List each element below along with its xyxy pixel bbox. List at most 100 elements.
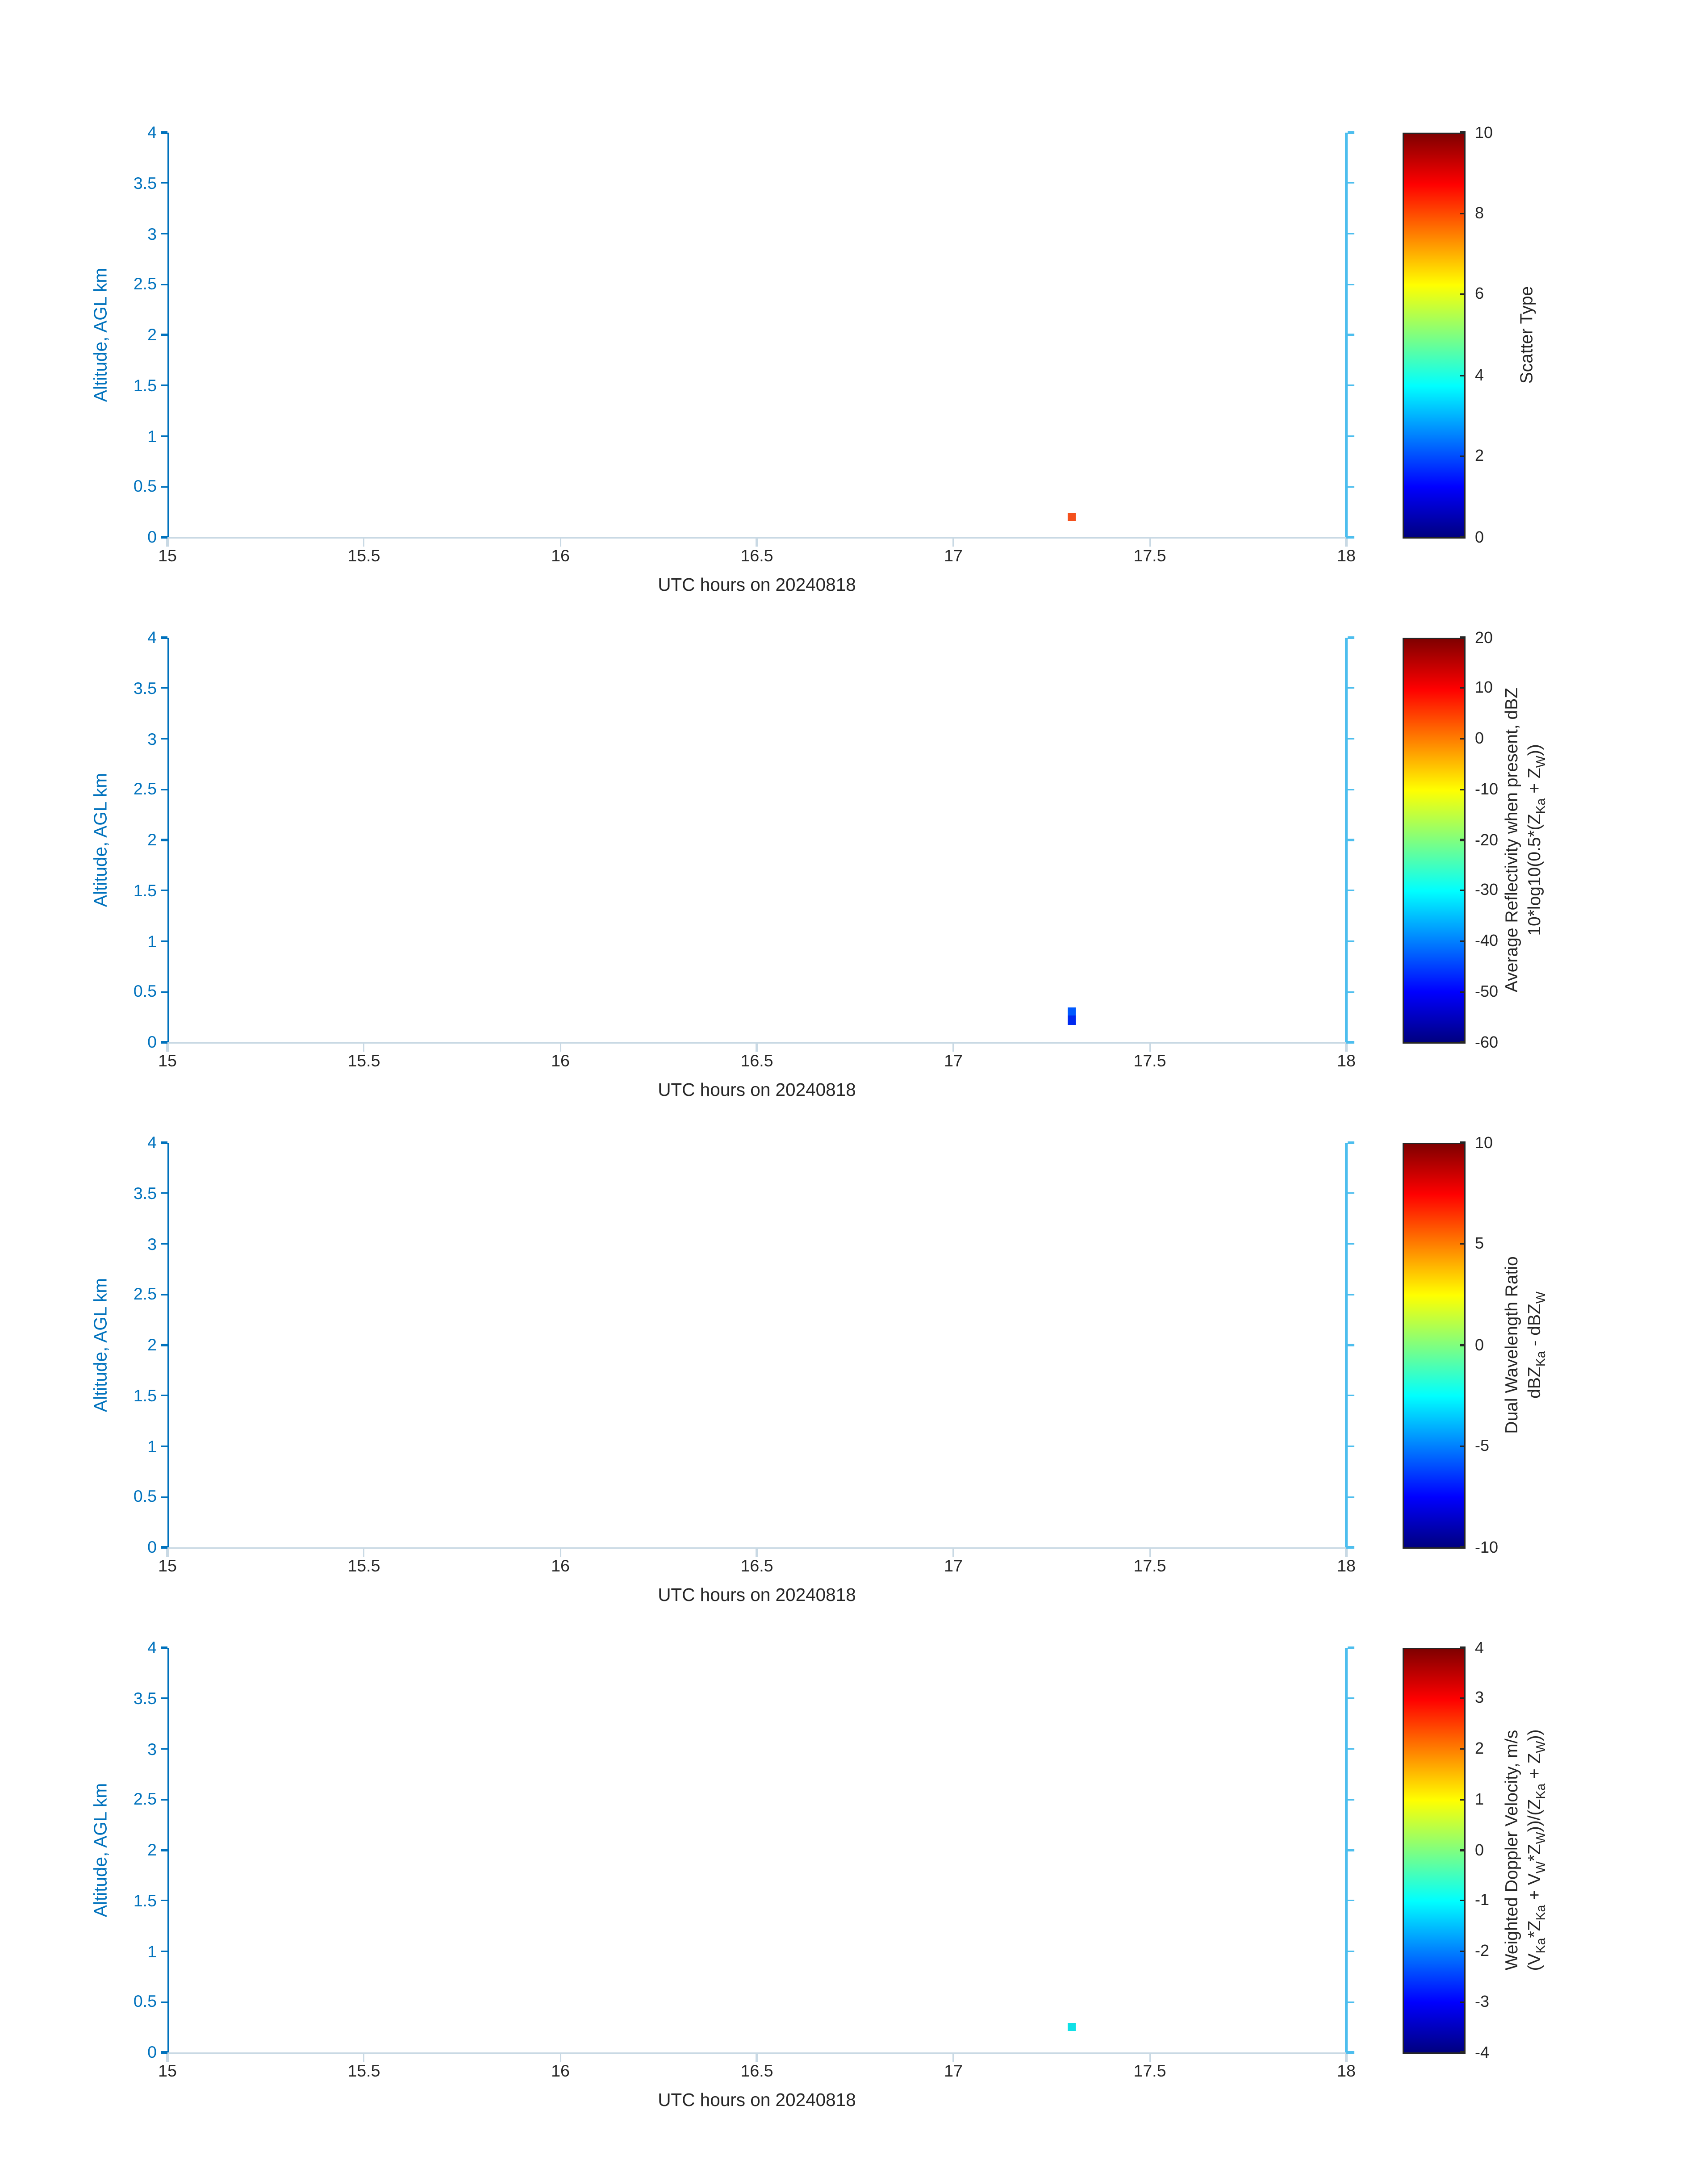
subscript-text: W: [1533, 756, 1549, 768]
y-tick-mark: [160, 1243, 167, 1245]
y-tick-mark: [160, 890, 167, 892]
colorbar-tick-label: 4: [1475, 1638, 1484, 1657]
x-axis-label: UTC hours on 20240818: [658, 575, 856, 595]
y-tick-mark: [160, 334, 167, 336]
x-tick-mark: [1345, 1044, 1347, 1051]
y-tick-mark: [160, 990, 167, 993]
colorbar-tick-mark: [1459, 1950, 1466, 1952]
right-y-tick-mark: [1347, 738, 1355, 740]
y-tick-label: 0.5: [133, 982, 157, 1001]
x-tick-mark: [756, 2054, 758, 2061]
y-tick-label: 2.5: [133, 275, 157, 294]
colorbar-tick-mark: [1459, 637, 1466, 639]
right-y-tick-mark: [1347, 940, 1355, 942]
y-tick-label: 3.5: [133, 679, 157, 698]
x-tick-mark: [1149, 1549, 1151, 1556]
y-tick-label: 3.5: [133, 1689, 157, 1708]
x-tick-label: 16: [551, 2062, 570, 2081]
x-tick-label: 17.5: [1133, 2062, 1166, 2081]
y-tick-mark: [160, 1849, 167, 1851]
y-tick-label: 1: [147, 932, 157, 951]
y-tick-label: 0: [147, 1538, 157, 1557]
y-tick-label: 2: [147, 831, 157, 849]
colorbar-tick-label: -4: [1475, 2042, 1490, 2061]
colorbar-gradient: [1403, 1143, 1466, 1549]
data-point: [1067, 1007, 1075, 1016]
colorbar-tick-label: 0: [1475, 527, 1484, 546]
right-y-tick-mark: [1347, 182, 1355, 184]
right-y-tick-mark: [1347, 334, 1355, 336]
x-tick-label: 17.5: [1133, 547, 1166, 565]
y-tick-label: 4: [147, 1133, 157, 1152]
x-axis-line: [167, 537, 1346, 539]
y-tick-label: 0.5: [133, 1992, 157, 2011]
x-tick-mark: [1149, 1044, 1151, 1051]
colorbar-tick-mark: [1459, 293, 1466, 296]
x-tick-label: 17.5: [1133, 1052, 1166, 1070]
colorbar-tick-label: 10: [1475, 1132, 1493, 1152]
right-y-tick-mark: [1347, 1950, 1355, 1952]
y-tick-mark: [160, 1798, 167, 1801]
colorbar-tick-label: -2: [1475, 1941, 1490, 1960]
colorbar-tick-mark: [1459, 1041, 1466, 1043]
y-tick-label: 1: [147, 1942, 157, 1961]
x-tick-mark: [756, 1044, 758, 1051]
colorbar-tick-mark: [1459, 213, 1466, 214]
y-tick-label: 0: [147, 1033, 157, 1052]
right-y-tick-mark: [1347, 839, 1355, 841]
x-tick-label: 18: [1337, 1052, 1356, 1070]
x-tick-mark: [952, 1044, 954, 1051]
colorbar-tick-mark: [1459, 1748, 1466, 1750]
colorbar-tick-label: -20: [1475, 830, 1499, 849]
x-axis-label: UTC hours on 20240818: [658, 1080, 856, 1100]
x-tick-label: 18: [1337, 547, 1356, 565]
x-tick-label: 15.5: [347, 547, 380, 565]
y-tick-mark: [160, 788, 167, 790]
colorbar-tick-mark: [1459, 536, 1466, 538]
x-axis-line: [167, 1042, 1346, 1044]
y-tick-mark: [160, 1344, 167, 1346]
colorbar-gradient: [1403, 638, 1466, 1044]
colorbar-tick-label: 2: [1475, 446, 1484, 465]
x-tick-mark: [756, 1549, 758, 1556]
x-tick-mark: [560, 539, 561, 546]
right-y-tick-mark: [1347, 1900, 1355, 1902]
colorbar-tick-mark: [1459, 1697, 1466, 1699]
colorbar-tick-label: 20: [1475, 627, 1493, 647]
x-axis-line: [167, 1547, 1346, 1549]
y-tick-label: 2.5: [133, 780, 157, 799]
right-y-tick-mark: [1347, 1344, 1355, 1346]
x-tick-mark: [363, 1044, 365, 1051]
y-tick-mark: [160, 1950, 167, 1952]
x-tick-mark: [167, 539, 168, 546]
colorbar-tick-label: -1: [1475, 1890, 1490, 1910]
right-y-tick-mark: [1347, 1496, 1355, 1498]
colorbar-tick-label: -50: [1475, 982, 1499, 1001]
right-y-tick-mark: [1347, 1445, 1355, 1447]
colorbar-tick-label: 3: [1475, 1688, 1484, 1707]
y-tick-mark: [160, 687, 167, 689]
x-tick-label: 15: [158, 1052, 177, 1070]
right-y-tick-mark: [1347, 1546, 1355, 1549]
y-tick-mark: [160, 384, 167, 387]
x-tick-mark: [167, 2054, 168, 2061]
y-tick-label: 3: [147, 224, 157, 243]
y-tick-mark: [160, 536, 167, 539]
right-y-tick-mark: [1347, 1646, 1355, 1649]
y-tick-mark: [160, 131, 167, 134]
right-y-tick-mark: [1347, 1192, 1355, 1195]
colorbar-tick-label: 6: [1475, 284, 1484, 303]
right-y-tick-mark: [1347, 890, 1355, 892]
right-y-tick-mark: [1347, 536, 1355, 539]
x-tick-mark: [560, 2054, 561, 2061]
colorbar-tick-label: -5: [1475, 1436, 1490, 1455]
y-tick-mark: [160, 1293, 167, 1295]
colorbar-tick-mark: [1459, 1546, 1466, 1548]
y-tick-label: 0: [147, 528, 157, 547]
x-tick-mark: [363, 1549, 365, 1556]
colorbar-tick-mark: [1459, 890, 1466, 891]
y-tick-label: 2: [147, 326, 157, 344]
y-tick-label: 4: [147, 123, 157, 142]
colorbar-tick-mark: [1459, 455, 1466, 457]
x-tick-label: 17: [944, 547, 963, 565]
